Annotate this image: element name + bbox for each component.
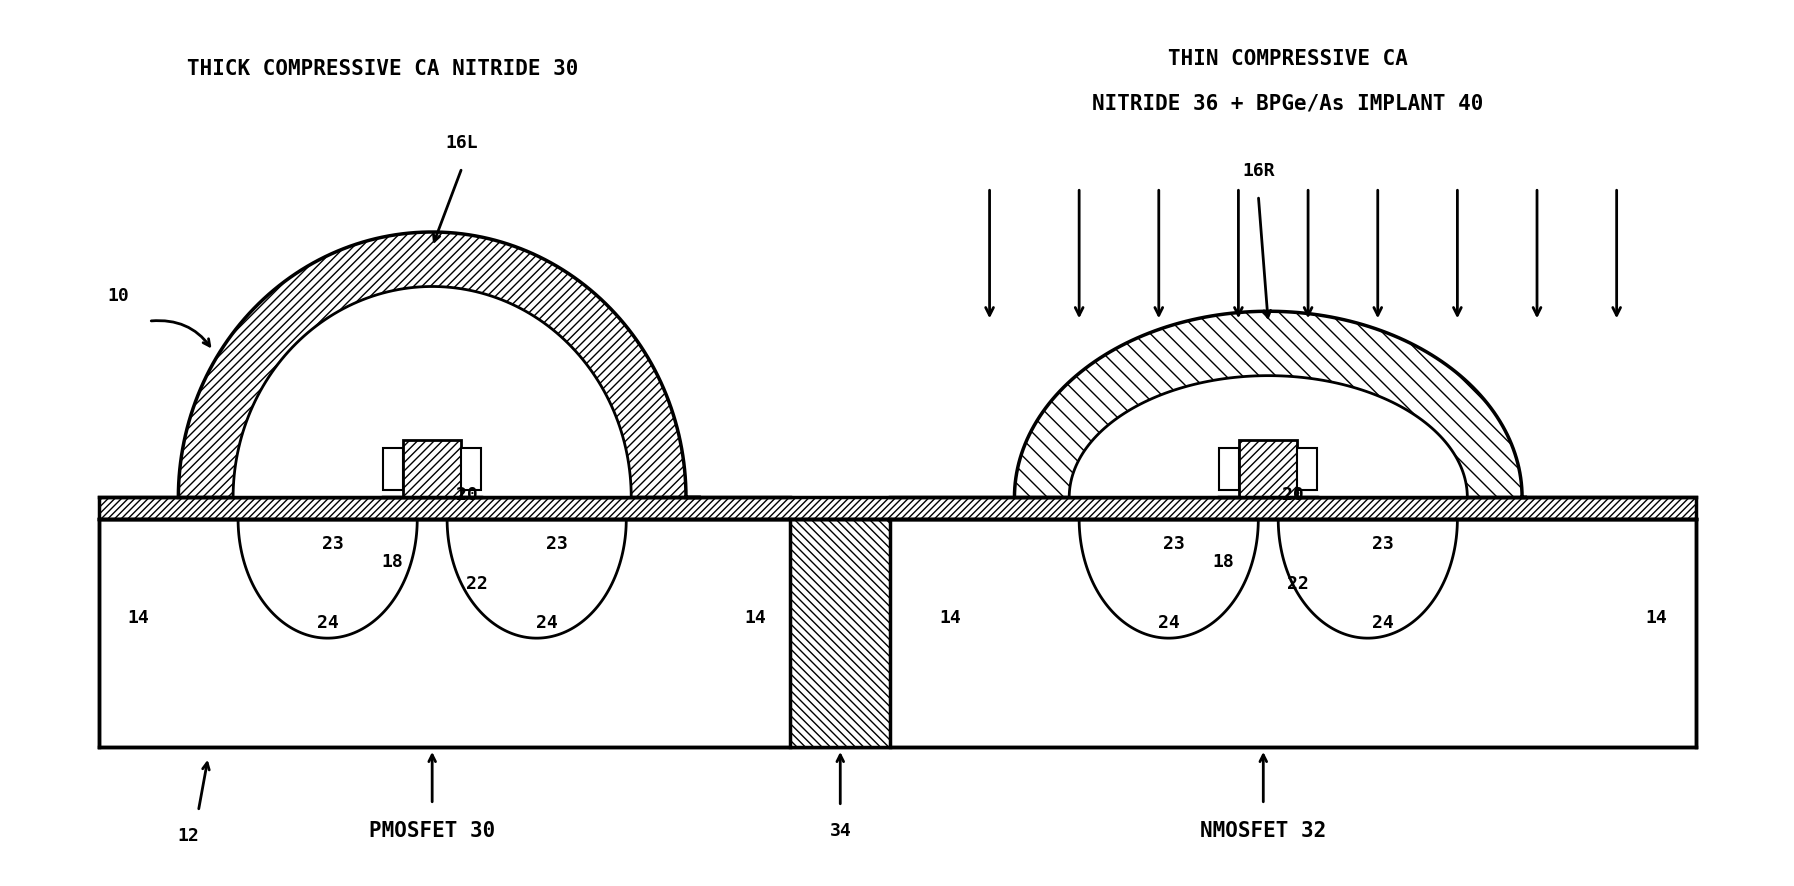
Text: 23: 23: [1372, 535, 1394, 553]
Text: 24: 24: [1372, 614, 1394, 633]
Bar: [1297, 448, 1317, 490]
Text: 14: 14: [1645, 610, 1667, 627]
Text: 34: 34: [829, 822, 850, 840]
Text: PMOSFET 30: PMOSFET 30: [370, 821, 495, 842]
Text: 12: 12: [178, 828, 199, 845]
Text: THICK COMPRESSIVE CA NITRIDE 30: THICK COMPRESSIVE CA NITRIDE 30: [187, 58, 578, 79]
Bar: [99, 497, 1697, 519]
Text: 23: 23: [1163, 535, 1184, 553]
Text: 22: 22: [1288, 575, 1310, 593]
Bar: [1240, 440, 1297, 497]
Text: 24: 24: [318, 614, 339, 633]
Polygon shape: [1069, 376, 1473, 497]
Bar: [384, 448, 404, 490]
Text: 23: 23: [545, 535, 567, 553]
Text: 20: 20: [456, 486, 477, 503]
Text: 23: 23: [321, 535, 343, 553]
Bar: [1220, 448, 1240, 490]
Text: 18: 18: [382, 553, 404, 571]
Polygon shape: [233, 286, 646, 497]
Text: 16R: 16R: [1241, 161, 1274, 180]
Text: THIN COMPRESSIVE CA: THIN COMPRESSIVE CA: [1168, 49, 1408, 68]
Text: 24: 24: [1157, 614, 1180, 633]
Bar: [404, 440, 461, 497]
Text: 14: 14: [745, 610, 766, 627]
Text: NMOSFET 32: NMOSFET 32: [1200, 821, 1326, 842]
Text: 18: 18: [1213, 553, 1234, 571]
Text: NITRIDE 36 + BPGe/As IMPLANT 40: NITRIDE 36 + BPGe/As IMPLANT 40: [1093, 93, 1484, 113]
Text: 10: 10: [108, 287, 129, 306]
Polygon shape: [178, 232, 701, 497]
Text: 24: 24: [536, 614, 558, 633]
Polygon shape: [1014, 311, 1527, 497]
Bar: [461, 448, 481, 490]
Text: 14: 14: [127, 610, 149, 627]
Text: 14: 14: [938, 610, 960, 627]
Text: 16L: 16L: [445, 134, 479, 152]
Text: 20: 20: [1283, 486, 1304, 503]
Text: 22: 22: [466, 575, 488, 593]
Bar: [791, 519, 890, 747]
Bar: [99, 519, 1697, 747]
